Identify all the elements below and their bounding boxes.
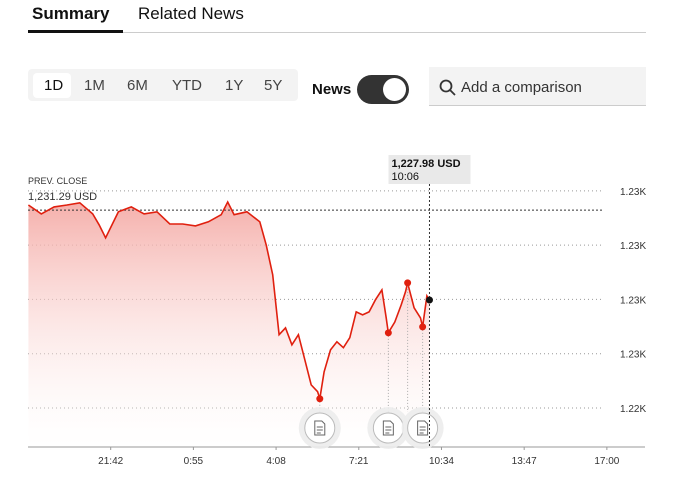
range-selected bbox=[33, 73, 71, 98]
search-box[interactable]: Add a comparison bbox=[429, 67, 646, 106]
tab[interactable]: Related News bbox=[138, 4, 244, 23]
tooltip-time: 10:06 bbox=[391, 171, 419, 183]
prev-close-value: 1,231.29 USD bbox=[28, 191, 97, 203]
range-button[interactable]: 1Y bbox=[225, 77, 244, 94]
range-bar bbox=[28, 69, 298, 101]
range-button[interactable]: 6M bbox=[127, 77, 148, 94]
tooltip-box bbox=[388, 155, 471, 184]
range-button[interactable]: 1D bbox=[44, 77, 64, 94]
tab-rule bbox=[28, 32, 646, 33]
news-icon-halo bbox=[298, 407, 341, 449]
y-tick-label: 1.23K bbox=[620, 350, 646, 361]
toggle-label: News bbox=[312, 81, 352, 98]
x-tick-label: 21:42 bbox=[98, 456, 123, 467]
range-button[interactable]: 1M bbox=[84, 77, 105, 94]
news-icon bbox=[304, 412, 336, 444]
price-line bbox=[27, 200, 431, 400]
last-point bbox=[425, 296, 433, 304]
range-button[interactable]: 5Y bbox=[264, 77, 283, 94]
x-tick-label: 10:34 bbox=[429, 456, 454, 467]
y-tick-label: 1.23K bbox=[620, 187, 646, 198]
x-tick-label: 17:00 bbox=[594, 456, 619, 467]
y-tick-label: 1.22K bbox=[620, 404, 646, 415]
news-dot bbox=[419, 323, 427, 331]
tooltip-value: 1,227.98 USD bbox=[391, 158, 460, 170]
news-icon bbox=[407, 412, 439, 444]
y-tick-label: 1.23K bbox=[620, 241, 646, 252]
tab-indicator bbox=[28, 30, 123, 33]
search-icon bbox=[439, 79, 456, 96]
news-dot bbox=[316, 395, 324, 403]
y-tick-label: 1.23K bbox=[620, 295, 646, 306]
x-tick-label: 4:08 bbox=[266, 456, 286, 467]
toggle-knob bbox=[383, 78, 406, 101]
prev-close-label: PREV. CLOSE bbox=[28, 176, 87, 186]
news-icon-halo bbox=[401, 407, 444, 449]
tab[interactable]: Summary bbox=[32, 4, 110, 23]
news-dot bbox=[384, 329, 392, 337]
area bbox=[28, 202, 430, 446]
x-tick-label: 13:47 bbox=[512, 456, 537, 467]
news-dot bbox=[404, 279, 412, 287]
range-button[interactable]: YTD bbox=[172, 77, 202, 94]
news-icon-halo bbox=[367, 407, 410, 449]
news-doc bbox=[314, 420, 326, 436]
toggle[interactable] bbox=[357, 75, 409, 104]
news-doc bbox=[382, 420, 394, 436]
x-tick-label: 0:55 bbox=[184, 456, 204, 467]
search-placeholder: Add a comparison bbox=[461, 79, 582, 96]
news-doc bbox=[417, 420, 429, 436]
news-icon bbox=[372, 412, 404, 444]
x-tick-label: 7:21 bbox=[349, 456, 369, 467]
